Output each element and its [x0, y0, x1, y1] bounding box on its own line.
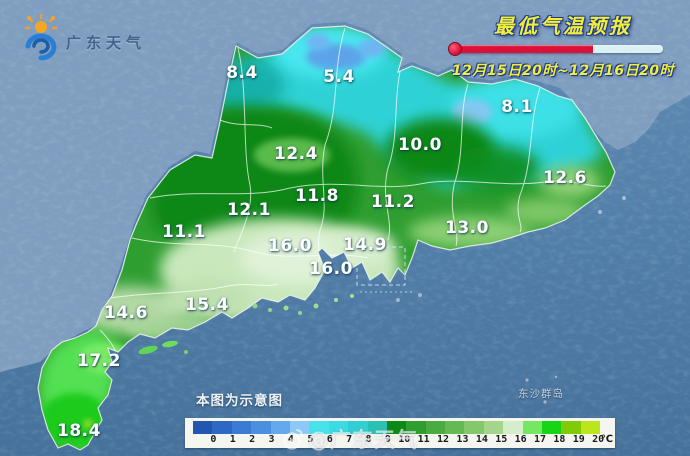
legend-tick-label: 5 — [307, 434, 314, 445]
legend-tick-label: 17 — [533, 434, 547, 445]
legend-color-swatch — [542, 421, 562, 434]
legend-tick-label: 9 — [384, 434, 391, 445]
legend-cell: 5 — [289, 421, 313, 445]
legend-color-swatch — [561, 421, 581, 434]
legend-color-swatch — [328, 421, 349, 434]
coastal-islands — [138, 196, 626, 404]
legend-tick-label: 6 — [326, 434, 333, 445]
legend-color-swatch — [251, 421, 271, 434]
legend-cell: 2 — [231, 421, 255, 445]
legend-cell: 19 — [561, 421, 585, 445]
legend-tick-label: 19 — [572, 434, 585, 445]
legend-cell: 15 — [483, 421, 507, 445]
legend-cell: 14 — [464, 421, 488, 445]
legend-cell: 9 — [367, 421, 391, 445]
city-boundaries — [99, 27, 607, 397]
legend-tick-label: 18 — [553, 434, 566, 445]
legend-tick-label: 12 — [437, 434, 450, 445]
legend-tick-label: 8 — [365, 434, 372, 445]
province-border — [37, 25, 616, 451]
legend-tick-label: 0 — [210, 434, 217, 445]
legend-cell: 18 — [542, 421, 565, 445]
legend-tick-label: 15 — [495, 434, 508, 445]
legend-color-swatch — [580, 421, 601, 434]
legend-color-swatch — [270, 421, 290, 434]
legend-cell: 12 — [425, 421, 449, 445]
legend-tick-label: 7 — [346, 434, 353, 445]
legend-cell: 17 — [522, 421, 546, 445]
legend-tick-label: 2 — [249, 434, 256, 445]
legend-cell: 13 — [445, 421, 468, 445]
legend-cell: 3 — [251, 421, 275, 445]
legend-color-swatch — [212, 421, 232, 434]
legend-color-swatch — [406, 421, 426, 434]
guangdong-weather-logo: 广东天气 — [20, 12, 146, 64]
legend-tick-label: 14 — [475, 434, 488, 445]
thermometer-tube — [457, 45, 663, 53]
legend-cell: 8 — [348, 421, 372, 445]
legend-color-swatch — [522, 421, 543, 434]
legend-color-swatch — [231, 421, 252, 434]
legend-cell: 7 — [328, 421, 352, 445]
legend-color-swatch — [386, 421, 407, 434]
legend-color-swatch — [289, 421, 310, 434]
legend-color-swatch — [309, 421, 329, 434]
legend-tick-label: 1 — [229, 434, 236, 445]
legend-cell: 6 — [309, 421, 333, 445]
legend-tick-label: 3 — [268, 434, 275, 445]
legend-tick-label: 11 — [417, 434, 430, 445]
legend-cell: 16 — [503, 421, 527, 445]
forecast-title-block: 最低气温预报 12月15日20时~12月16日20时 — [448, 10, 678, 80]
legend-color-swatch — [367, 421, 387, 434]
legend-cells: 0 1 2 3 4 — [193, 421, 604, 445]
legend-color-swatch — [483, 421, 504, 434]
legend-cell: 0 — [193, 421, 216, 445]
legend-tick-label: 10 — [398, 434, 411, 445]
legend-color-swatch — [425, 421, 446, 434]
logo-text: 广东天气 — [66, 34, 147, 52]
dongsha-islands-label: 东沙群岛 — [518, 388, 564, 400]
legend-tick-label: 13 — [456, 434, 469, 445]
legend-cell: 4 — [270, 421, 294, 445]
legend-tick-label: 16 — [514, 434, 527, 445]
legend-unit-label: ℃ — [600, 434, 613, 445]
legend-color-swatch — [464, 421, 484, 434]
legend-cell: 11 — [406, 421, 430, 445]
forecast-title: 最低气温预报 — [494, 14, 632, 38]
legend-cell: 1 — [212, 421, 236, 445]
sun-swirl-logo-icon — [24, 13, 58, 61]
legend-color-swatch — [445, 421, 465, 434]
forecast-date-range: 12月15日20时~12月16日20时 — [451, 63, 675, 79]
estuary-dashed-box — [356, 246, 406, 286]
legend-color-swatch — [193, 421, 213, 434]
schematic-note: 本图为示意图 — [196, 393, 283, 409]
legend-cell: 10 — [386, 421, 410, 445]
legend-tick-label: 20 — [592, 434, 605, 445]
legend-color-swatch — [348, 421, 368, 434]
thermometer-graphic — [448, 42, 678, 56]
temperature-legend: 0 1 2 3 4 — [185, 418, 615, 448]
legend-cell: 20 — [580, 421, 604, 445]
thermometer-bulb — [448, 42, 462, 56]
legend-color-swatch — [503, 421, 523, 434]
